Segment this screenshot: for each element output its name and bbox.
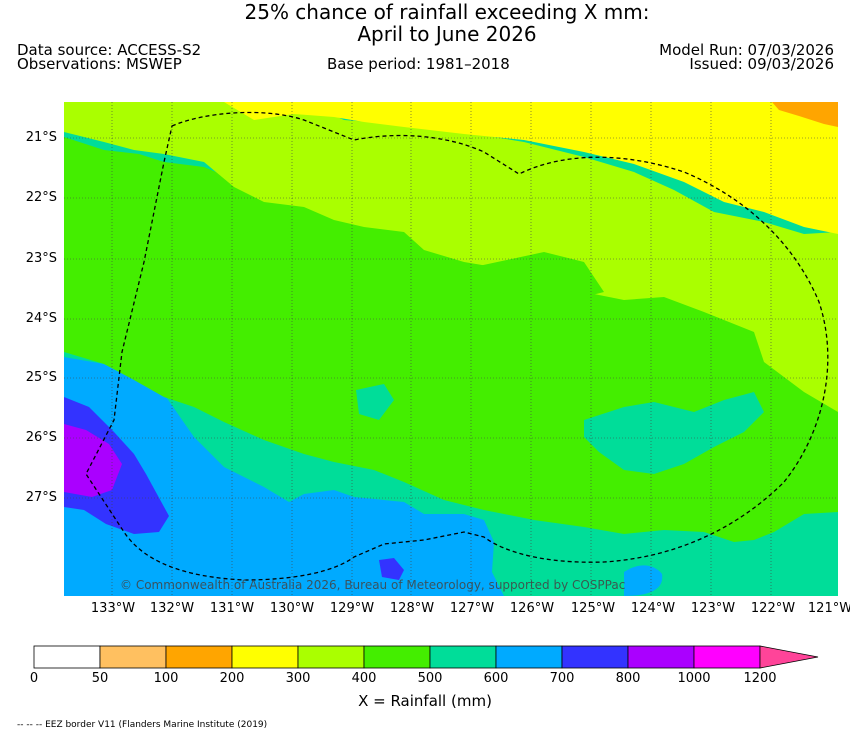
colorbar-tick-label: 800 [615,671,641,686]
eez-legend-note: -- -- -- EEZ border V11 (Flanders Marine… [17,720,268,730]
lat-label: 25°S [25,370,57,385]
region-100-200 [772,102,838,127]
lon-label: 133°W [90,601,136,616]
graticule [64,102,838,596]
lon-label: 129°W [329,601,375,616]
colorbar [33,645,819,669]
colorbar-segment [561,645,629,669]
lat-label: 24°S [25,311,57,326]
copyright-notice: © Commonwealth of Australia 2026, Bureau… [120,578,626,592]
lat-label: 27°S [25,490,57,505]
colorbar-tick-label: 200 [219,671,245,686]
region-200-300 [224,102,838,234]
region-700-800-small [379,558,404,580]
region-400-500-north [474,252,604,302]
lon-label: 123°W [690,601,736,616]
lon-label: 131°W [209,601,255,616]
colorbar-segment [693,645,761,669]
region-500-600-east [584,392,764,474]
lat-label: 23°S [25,251,57,266]
eez-border [85,111,829,581]
observations-text: Observations: MSWEP [17,55,182,73]
colorbar-segment [429,645,497,669]
colorbar-extension-arrow [759,645,819,669]
lon-label: 128°W [389,601,435,616]
colorbar-tick-label: 500 [417,671,443,686]
colorbar-segment [99,645,167,669]
lat-label: 22°S [25,190,57,205]
map-title-line-1: 25% chance of rainfall exceeding X mm: [244,0,650,24]
colorbar-segment [165,645,233,669]
colorbar-tick-label: 700 [549,671,575,686]
colorbar-tick-label: 400 [351,671,377,686]
region-300-400 [64,102,838,412]
lon-label: 125°W [570,601,616,616]
region-600-700 [64,357,504,596]
colorbar-tick-label: 1000 [677,671,711,686]
rainfall-map [64,102,838,596]
lon-label: 121°W [807,601,850,616]
lon-label: 124°W [630,601,676,616]
lat-label: 26°S [25,430,57,445]
region-500-600-central [356,384,394,420]
colorbar-segment [495,645,563,669]
region-800-1000 [64,424,122,497]
colorbar-segment [627,645,695,669]
lon-label: 130°W [269,601,315,616]
colorbar-segment [33,645,101,669]
lon-label: 132°W [149,601,195,616]
colorbar-tick-label: 1200 [743,671,777,686]
colorbar-tick-label: 50 [91,671,109,686]
data-source-text: Data source: ACCESS-S2 [17,41,202,59]
lon-label: 127°W [449,601,495,616]
base-period-text: Base period: 1981–2018 [327,55,510,73]
colorbar-tick-label: 300 [285,671,311,686]
lon-label: 122°W [750,601,796,616]
colorbar-segment [231,645,299,669]
lon-label: 126°W [509,601,555,616]
lat-label: 21°S [25,130,57,145]
colorbar-axis-label: X = Rainfall (mm) [358,692,492,710]
map-title-line-2: April to June 2026 [357,22,537,46]
colorbar-segment [297,645,365,669]
region-600-700-south [624,565,663,596]
issued-text: Issued: 09/03/2026 [689,55,834,73]
colorbar-segment [363,645,431,669]
model-run-text: Model Run: 07/03/2026 [659,41,834,59]
region-400-500-west [184,197,264,242]
colorbar-tick-label: 0 [29,671,39,686]
colorbar-tick-label: 100 [153,671,179,686]
colorbar-tick-label: 600 [483,671,509,686]
